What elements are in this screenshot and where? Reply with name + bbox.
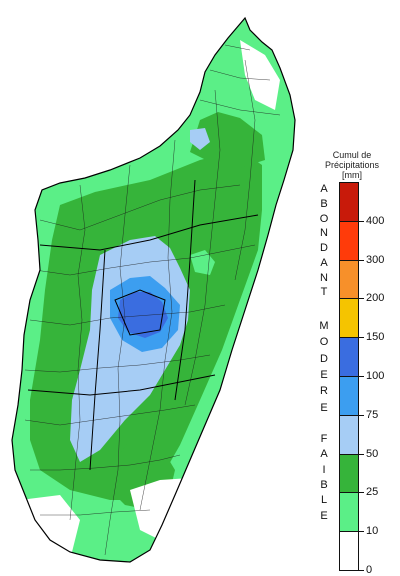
legend-tick [359, 570, 364, 571]
legend-category-letter: T [320, 286, 328, 299]
legend-swatch-200 [339, 259, 359, 300]
legend-category-letter: E [320, 509, 328, 522]
legend-category-letter: R [320, 385, 328, 398]
legend-title-line2: Précipitations [324, 160, 380, 170]
zone-10-25-east [190, 250, 215, 275]
precipitation-map [11, 16, 296, 563]
legend-tick [359, 376, 364, 377]
legend-label-400: 400 [366, 214, 385, 227]
legend-category-letter: B [320, 197, 328, 210]
legend-swatch-0 [339, 531, 359, 571]
island-outline [11, 16, 296, 563]
legend-swatch-150 [339, 298, 359, 339]
precipitation-zones [12, 18, 295, 562]
legend-category-letter: L [320, 494, 328, 507]
legend-category-letter: I [322, 463, 326, 476]
legend-swatch-75 [339, 376, 359, 416]
legend-label-50: 50 [366, 447, 379, 460]
zone-25-50-north [190, 112, 265, 168]
legend-swatch-100 [339, 337, 359, 377]
legend-tick [359, 414, 364, 416]
legend-swatch-300 [339, 220, 359, 261]
legend-label-25: 25 [366, 486, 379, 499]
legend-swatch-10 [339, 492, 359, 533]
legend-category-letter: A [320, 256, 328, 269]
legend-category-letter: N [320, 271, 328, 284]
legend-label-100: 100 [366, 370, 385, 382]
legend-label-75: 75 [366, 408, 379, 421]
legend-title-line3: [mm] [342, 170, 362, 180]
legend-category-letter: A [320, 183, 328, 195]
legend-tick [359, 531, 364, 533]
zone-100-150 [118, 292, 168, 338]
legend-category-letter: O [319, 212, 329, 225]
legend-category-letter: O [319, 336, 329, 349]
zone-50-75-north [190, 128, 210, 150]
legend-category-letter: D [320, 242, 328, 254]
legend-category-letter: D [320, 352, 328, 365]
legend-label-10: 10 [366, 525, 379, 538]
legend-category-letter: F [320, 433, 328, 445]
legend-tick [359, 259, 364, 261]
legend-label-300: 300 [366, 253, 385, 266]
legend-title-line1: Cumul de [332, 150, 372, 160]
legend-category-letter: E [320, 401, 328, 414]
region-boundaries [27, 179, 259, 471]
legend-tick [359, 337, 364, 339]
legend-label-150: 150 [366, 331, 385, 344]
legend-category-letter: E [320, 368, 328, 381]
legend-category-letter: N [320, 227, 328, 240]
district-boundaries [24, 44, 281, 556]
legend-swatch-50 [339, 414, 359, 455]
legend-swatch-400 [339, 182, 359, 222]
legend-category-letter: M [319, 320, 329, 332]
zone-0-10-north [240, 40, 280, 110]
legend-tick [359, 298, 364, 300]
legend-tick [359, 220, 364, 222]
legend-tick [359, 453, 364, 455]
legend-category-letter: A [320, 448, 328, 461]
legend-label-0: 0 [366, 564, 373, 576]
legend-tick [359, 492, 364, 494]
legend-label-200: 200 [366, 292, 385, 305]
legend-category-letter: B [320, 478, 328, 491]
legend-swatch-25 [339, 453, 359, 494]
